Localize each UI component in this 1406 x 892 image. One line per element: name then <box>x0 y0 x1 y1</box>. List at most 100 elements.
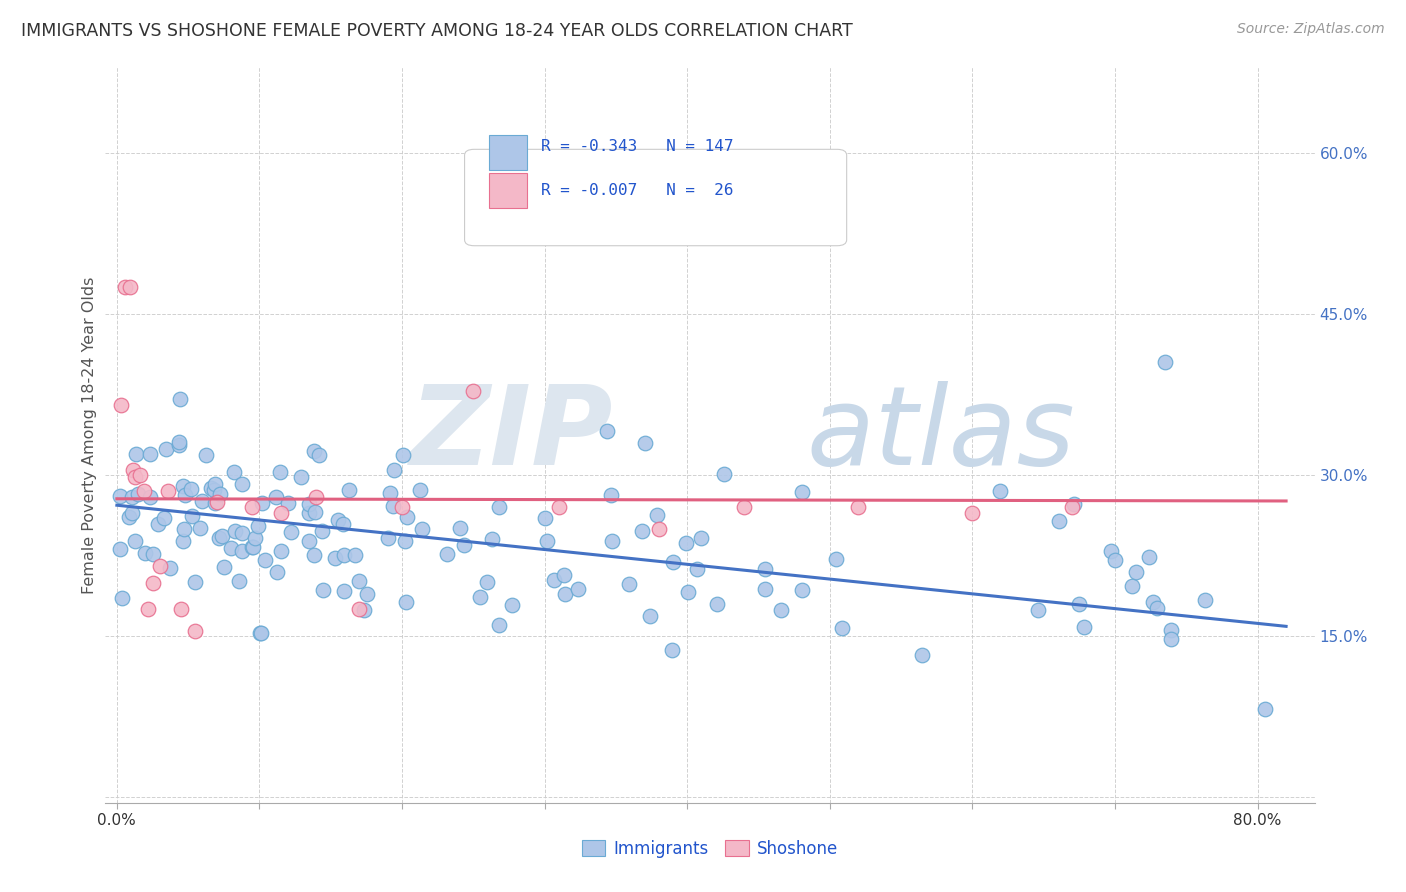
Point <box>411 522 433 536</box>
Point <box>214 559 236 574</box>
Text: Source: ZipAtlas.com: Source: ZipAtlas.com <box>1237 22 1385 37</box>
Point <box>266 565 288 579</box>
Point <box>270 544 292 558</box>
Point <box>240 500 263 515</box>
Point <box>706 597 728 611</box>
Point <box>633 436 655 450</box>
Point <box>240 540 263 554</box>
Point <box>152 511 174 525</box>
Point <box>661 555 683 569</box>
Point <box>1067 597 1090 611</box>
Point <box>250 625 273 640</box>
Point <box>392 448 415 462</box>
Point <box>172 533 194 548</box>
Point <box>139 490 162 504</box>
Point <box>202 483 225 498</box>
Point <box>231 543 253 558</box>
Point <box>394 534 416 549</box>
Point <box>1062 500 1084 515</box>
Point <box>453 538 475 552</box>
Point <box>149 559 172 574</box>
Point <box>488 500 510 514</box>
Text: R = -0.007   N =  26: R = -0.007 N = 26 <box>541 183 734 198</box>
Point <box>121 506 143 520</box>
Point <box>533 510 555 524</box>
Point <box>690 531 713 545</box>
Point <box>141 575 163 590</box>
Point <box>1099 544 1122 558</box>
Point <box>436 547 458 561</box>
Point <box>290 470 312 484</box>
Bar <box>489 173 527 208</box>
Point <box>640 609 662 624</box>
Point <box>128 468 150 483</box>
Point <box>200 481 222 495</box>
Point <box>114 280 136 294</box>
Point <box>468 591 491 605</box>
Point <box>148 517 170 532</box>
Point <box>1160 632 1182 647</box>
Point <box>142 547 165 561</box>
Point <box>180 482 202 496</box>
Point <box>1137 550 1160 565</box>
Point <box>204 476 226 491</box>
Point <box>1160 624 1182 638</box>
Point <box>333 584 356 599</box>
Point <box>543 573 565 587</box>
Point <box>831 621 853 635</box>
Point <box>184 624 207 638</box>
Point <box>1142 595 1164 609</box>
Point <box>1146 600 1168 615</box>
Point <box>988 483 1011 498</box>
Text: atlas: atlas <box>807 382 1076 488</box>
Point <box>136 602 159 616</box>
Point <box>382 463 405 477</box>
Point <box>911 648 934 662</box>
Point <box>170 602 193 616</box>
Point <box>169 392 191 406</box>
Point <box>676 584 699 599</box>
Point <box>269 465 291 479</box>
Point <box>280 525 302 540</box>
Point <box>333 548 356 562</box>
Point <box>172 479 194 493</box>
Point <box>308 448 330 462</box>
Point <box>219 541 242 555</box>
Y-axis label: Female Poverty Among 18-24 Year Olds: Female Poverty Among 18-24 Year Olds <box>82 277 97 593</box>
Point <box>231 526 253 541</box>
Point <box>174 488 197 502</box>
Point <box>108 489 131 503</box>
Point <box>305 490 328 504</box>
Point <box>298 497 321 511</box>
Bar <box>489 135 527 170</box>
Point <box>1047 514 1070 528</box>
Point <box>488 617 510 632</box>
Point <box>548 500 571 515</box>
Point <box>501 598 523 612</box>
Point <box>645 508 668 522</box>
Point <box>159 560 181 574</box>
Point <box>347 574 370 588</box>
Point <box>167 438 190 452</box>
Point <box>353 603 375 617</box>
Point <box>270 506 292 520</box>
Point <box>337 483 360 497</box>
Point <box>449 521 471 535</box>
Point <box>323 550 346 565</box>
Point <box>249 626 271 640</box>
Point <box>118 510 141 524</box>
Legend: Immigrants, Shoshone: Immigrants, Shoshone <box>575 833 845 864</box>
Point <box>356 587 378 601</box>
Point <box>188 520 211 534</box>
Point <box>377 531 399 545</box>
Point <box>600 533 623 548</box>
Point <box>124 533 146 548</box>
Point <box>1073 620 1095 634</box>
Point <box>846 500 869 515</box>
Point <box>380 485 402 500</box>
Point <box>381 499 404 513</box>
Point <box>596 424 619 438</box>
Point <box>243 531 266 545</box>
Point <box>647 194 669 209</box>
Point <box>298 534 321 549</box>
